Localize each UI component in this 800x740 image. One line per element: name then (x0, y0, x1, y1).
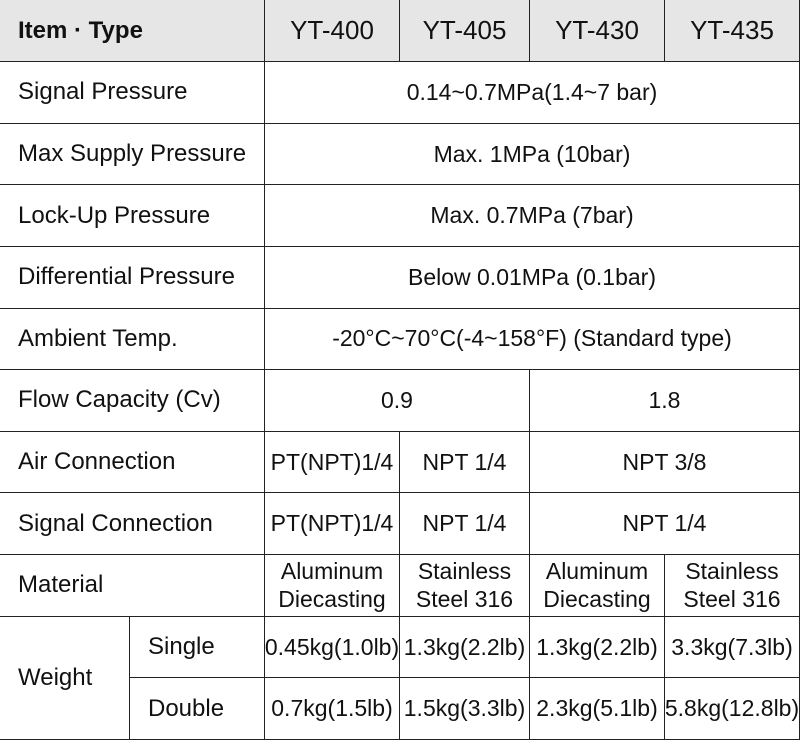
value-cell: 0.14~0.7MPa(1.4~7 bar) (265, 62, 800, 124)
weight-cell: 0.7kg(1.5lb) (265, 678, 400, 740)
value-cell: PT(NPT)1/4 (265, 493, 400, 556)
value-cell: NPT 1/4 (400, 493, 530, 556)
value-cell: 1.8 (530, 370, 800, 432)
value-cell: Max. 1MPa (10bar) (265, 123, 800, 186)
value-cell: Max. 0.7MPa (7bar) (265, 185, 800, 247)
value-cell: Stainless Steel 316 (400, 555, 530, 617)
weight-sublabel: Double (130, 678, 265, 740)
value-cell: 0.9 (265, 370, 530, 432)
weight-cell: 0.45kg(1.0lb) (265, 616, 400, 679)
value-cell: NPT 1/4 (530, 493, 800, 556)
weight-cell: 5.8kg(12.8lb) (665, 678, 800, 740)
value-cell: Aluminum Diecasting (530, 555, 665, 617)
weight-cell: 1.3kg(2.2lb) (530, 616, 665, 679)
row-label: Max Supply Pressure (0, 123, 265, 186)
row-label: Signal Pressure (0, 62, 265, 124)
model-header: YT-405 (400, 0, 530, 62)
model-header: YT-400 (265, 0, 400, 62)
row-label: Lock-Up Pressure (0, 185, 265, 247)
header-label: Item · Type (0, 0, 265, 62)
value-cell: Aluminum Diecasting (265, 555, 400, 617)
weight-cell: 1.5kg(3.3lb) (400, 678, 530, 740)
value-cell: NPT 3/8 (530, 431, 800, 494)
row-label: Signal Connection (0, 493, 265, 556)
value-cell: Below 0.01MPa (0.1bar) (265, 246, 800, 309)
model-header: YT-435 (665, 0, 800, 62)
weight-cell: 1.3kg(2.2lb) (400, 616, 530, 679)
value-cell: -20°C~70°C(-4~158°F) (Standard type) (265, 308, 800, 371)
weight-sublabel: Single (130, 616, 265, 679)
weight-label: Weight (0, 616, 130, 740)
row-label: Air Connection (0, 431, 265, 494)
value-cell: NPT 1/4 (400, 431, 530, 494)
row-label: Material (0, 555, 265, 617)
row-label: Ambient Temp. (0, 308, 265, 371)
model-header: YT-430 (530, 0, 665, 62)
row-label: Flow Capacity (Cv) (0, 370, 265, 432)
value-cell: PT(NPT)1/4 (265, 431, 400, 494)
weight-cell: 3.3kg(7.3lb) (665, 616, 800, 679)
row-label: Differential Pressure (0, 246, 265, 309)
value-cell: Stainless Steel 316 (665, 555, 800, 617)
weight-cell: 2.3kg(5.1lb) (530, 678, 665, 740)
